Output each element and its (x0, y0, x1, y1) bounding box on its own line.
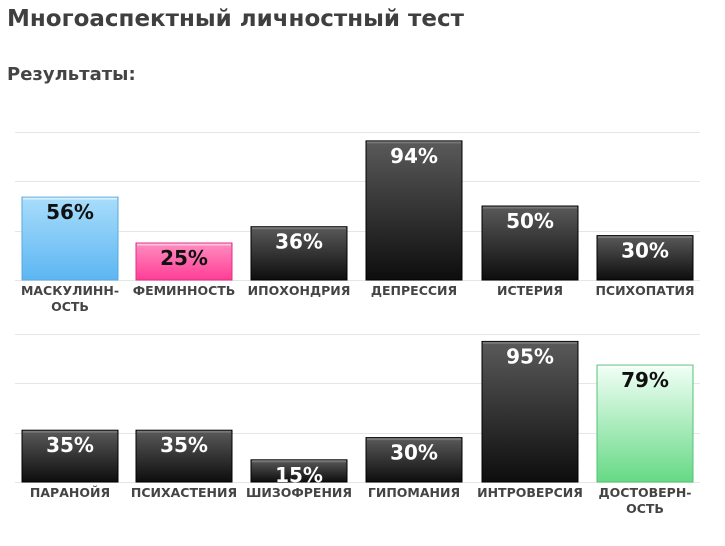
results-heading: Результаты: (7, 64, 136, 85)
bar-value-label: 94% (390, 144, 438, 168)
bar-group: 30% ПСИХОПАТИЯ (595, 235, 695, 298)
category-label: ДЕПРЕССИЯ (371, 283, 457, 298)
category-label-line: ДОСТОВЕРН- (599, 485, 692, 500)
bar (481, 340, 579, 483)
category-label-line: МАСКУЛИНН- (21, 283, 119, 298)
category-label: ИСТЕРИЯ (497, 283, 563, 298)
category-label-line: ИСТЕРИЯ (497, 283, 563, 298)
bar (481, 205, 579, 281)
page-title: Многоаспектный личностный тест (7, 6, 464, 32)
category-label: ПСИХОПАТИЯ (595, 283, 694, 298)
bar-value-label: 95% (506, 344, 554, 368)
bar-group: 35% ПСИХАСТЕНИЯ (131, 429, 237, 500)
bar-value-label: 35% (160, 433, 208, 457)
bar-group: 15%ШИЗОФРЕНИЯ (246, 459, 352, 500)
bar-value-label: 56% (46, 200, 94, 224)
category-label: ФЕМИННОСТЬ (133, 283, 236, 298)
bar (135, 429, 233, 483)
chart-panel-2: 35% ПАРАНОЙЯ 35% ПСИХАСТЕНИЯ 15%ШИЗОФРЕНИЯ 30… (15, 334, 700, 516)
bar (365, 437, 463, 483)
bar-value-label: 15% (275, 463, 323, 487)
category-label: ГИПОМАНИЯ (368, 485, 460, 500)
bar (21, 429, 119, 483)
category-label: ПАРАНОЙЯ (30, 485, 110, 500)
bar-group: 56% МАСКУЛИНН-ОСТЬ (21, 196, 119, 314)
category-label-line: ОСТЬ (626, 501, 664, 516)
bar (250, 226, 348, 281)
bar (250, 459, 348, 483)
chart-panel-1: 56% МАСКУЛИНН-ОСТЬ 25% ФЕМИННОСТЬ 36% ИПОХОНД… (15, 132, 700, 314)
bar-group: 36% ИПОХОНДРИЯ (248, 226, 351, 298)
category-label-line: ГИПОМАНИЯ (368, 485, 460, 500)
bar-group: 25% ФЕМИННОСТЬ (133, 242, 236, 298)
category-label: ДОСТОВЕРН-ОСТЬ (599, 485, 692, 516)
category-label-line: ПАРАНОЙЯ (30, 485, 110, 500)
bar-group: 94% ДЕПРЕССИЯ (365, 140, 463, 298)
bar-group: 35% ПАРАНОЙЯ (21, 429, 119, 500)
bar-value-label: 36% (275, 230, 323, 254)
bar (596, 235, 694, 281)
bar-group: 79% ДОСТОВЕРН-ОСТЬ (596, 364, 694, 516)
bar-group: 95% ИНТРОВЕРСИЯ (477, 340, 583, 500)
category-label: ПСИХАСТЕНИЯ (131, 485, 237, 500)
category-label: ИНТРОВЕРСИЯ (477, 485, 583, 500)
category-label-line: ФЕМИННОСТЬ (133, 283, 236, 298)
gridlines (15, 132, 700, 281)
category-label-line: ДЕПРЕССИЯ (371, 283, 457, 298)
bar-group: 50% ИСТЕРИЯ (481, 205, 579, 298)
category-label-line: ИПОХОНДРИЯ (248, 283, 351, 298)
bar-value-label: 25% (160, 246, 208, 270)
bar (135, 242, 233, 281)
category-label-line: ПСИХОПАТИЯ (595, 283, 694, 298)
category-label-line: ШИЗОФРЕНИЯ (246, 485, 352, 500)
bar-value-label: 30% (390, 441, 438, 465)
bar-value-label: 30% (621, 239, 669, 263)
category-label-line: ОСТЬ (51, 299, 89, 314)
category-label: ИПОХОНДРИЯ (248, 283, 351, 298)
category-label-line: ПСИХАСТЕНИЯ (131, 485, 237, 500)
bar (596, 364, 694, 483)
bar-value-label: 79% (621, 368, 669, 392)
bar-value-label: 35% (46, 433, 94, 457)
bar (21, 196, 119, 281)
bar-group: 30% ГИПОМАНИЯ (365, 437, 463, 500)
bar (365, 140, 463, 281)
category-label: МАСКУЛИНН-ОСТЬ (21, 283, 119, 314)
bar-value-label: 50% (506, 209, 554, 233)
category-label: ШИЗОФРЕНИЯ (246, 485, 352, 500)
gridlines (15, 334, 700, 483)
category-label-line: ИНТРОВЕРСИЯ (477, 485, 583, 500)
